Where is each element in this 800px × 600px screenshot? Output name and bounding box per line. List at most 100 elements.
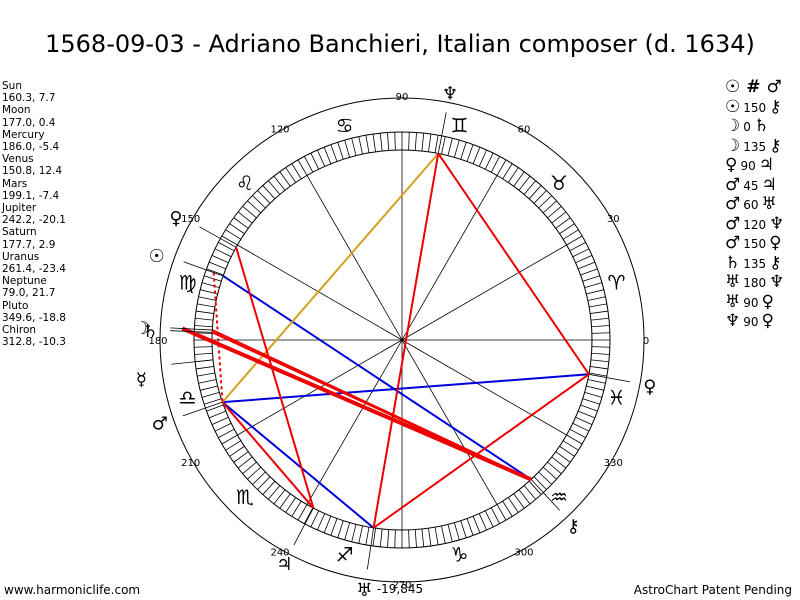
planet-value-chiron: 312.8, -10.3 [2, 336, 66, 349]
degree-tick [194, 325, 213, 328]
aspect-row: ♂ 45 ♃ [725, 174, 784, 196]
degree-tick [379, 528, 383, 547]
mars-icon: ♂ [725, 174, 741, 195]
aspect-row: ♂ 150 ♀ [725, 234, 784, 254]
planet-marker-line [183, 261, 224, 277]
aspect-angle: 150 [743, 100, 767, 115]
degree-tick [578, 261, 596, 270]
degree-tick [204, 275, 222, 282]
degree-tick [589, 372, 607, 377]
degree-label: 90 [396, 92, 409, 103]
degree-tick [337, 520, 344, 538]
parallel-line-sun-mars [212, 272, 224, 403]
mercury-icon: ☿ [136, 369, 147, 390]
degree-tick [297, 504, 308, 521]
degree-tick [478, 513, 487, 531]
degree-tick [200, 385, 218, 391]
planet-value-sun: 160.3, 7.7 [2, 92, 56, 105]
mars-icon: ♂ [725, 194, 741, 214]
degree-tick [447, 524, 453, 542]
degree-tick [582, 398, 600, 405]
degree-tick [317, 149, 326, 167]
aspect-line-mars-jupiter [221, 401, 315, 509]
aspect-row: ♅ 90 ♀ [725, 292, 784, 313]
planet-value-neptune: 79.0, 21.7 [2, 287, 56, 300]
degree-tick [273, 489, 286, 505]
degree-tick [523, 485, 537, 500]
degree-tick [267, 485, 281, 500]
degree-tick [496, 504, 507, 521]
degree-tick [551, 211, 567, 224]
chart-title: 1568-09-03 - Adriano Banchieri, Italian … [45, 30, 755, 58]
degree-tick [472, 146, 481, 164]
aspect-line-mars-uranus [221, 401, 375, 529]
degree-tick [434, 527, 439, 545]
degree-tick [394, 132, 396, 151]
aspect-row: ☉ 150 ⚷ [725, 96, 784, 118]
aspect-line-venus-jupiter [235, 247, 315, 509]
aspect-line-sun-chiron [222, 275, 532, 481]
chiron-icon: ⚷ [769, 252, 782, 273]
degree-tick [528, 185, 542, 200]
degree-tick [528, 480, 542, 495]
degree-tick [562, 229, 579, 240]
degree-tick [542, 466, 557, 480]
degree-tick [591, 325, 610, 328]
saturn-icon: ♄ [725, 252, 741, 273]
degree-tick [484, 510, 494, 528]
mars-icon: ♂ [725, 213, 741, 234]
degree-tick [358, 136, 363, 155]
sign-cancer-icon: ♋ [336, 114, 354, 138]
degree-tick [214, 248, 232, 258]
aspect-angle: 135 [743, 139, 767, 154]
degree-tick [572, 248, 590, 258]
degree-tick [211, 416, 229, 425]
degree-tick [198, 379, 217, 384]
degree-tick [555, 217, 571, 229]
sign-taurus-icon: ♉ [550, 171, 568, 195]
degree-tick [273, 175, 286, 191]
planet-value-mercury: 186.0, -5.4 [2, 141, 60, 154]
degree-tick [267, 180, 281, 195]
degree-tick [587, 296, 606, 301]
degree-tick [547, 461, 562, 475]
degree-tick [466, 518, 474, 536]
degree-tick [533, 476, 547, 490]
sign-virgo-icon: ♍ [179, 271, 197, 295]
degree-tick [344, 522, 351, 541]
planet-value-jupiter: 242.2, -20.1 [2, 214, 66, 227]
chiron-icon: ⚷ [769, 96, 782, 117]
neptune-icon: ♆ [769, 272, 785, 292]
degree-tick [472, 516, 481, 534]
planet-value-mars: 199.1, -7.4 [2, 189, 60, 202]
degree-tick [206, 404, 224, 412]
wheel-degree-labels: 0 30 60 90 120 150 180 210 240 270 300 330 [148, 92, 649, 591]
aspect-line-moon-chiron-thick [181, 326, 532, 482]
uranus-icon: ♅ [761, 194, 777, 214]
wheel-signs: ♈ ♉ ♊ ♋ ♌ ♍ ♎ ♏ ♐ ♑ ♒ ♓ [179, 114, 626, 567]
degree-tick [555, 451, 571, 463]
sign-capricorn-icon: ♑ [450, 542, 468, 566]
degree-tick [229, 445, 245, 457]
degree-tick [194, 352, 213, 355]
aspect-row: ♀ 90 ♃ [725, 156, 784, 176]
degree-tick [591, 352, 610, 355]
aspect-row: ♄ 135 ⚷ [725, 252, 784, 274]
neptune-icon: ♆ [769, 213, 785, 234]
venus-icon: ♀ [169, 208, 182, 229]
aspect-angle: 0 [743, 120, 751, 134]
degree-tick [453, 522, 460, 541]
degree-tick [297, 159, 308, 176]
chiron-icon: ⚷ [567, 516, 580, 537]
degree-label: 30 [607, 214, 620, 225]
aspect-angle: 180 [743, 276, 767, 290]
degree-tick [195, 366, 214, 370]
degree-tick [538, 195, 552, 209]
degree-tick [225, 440, 242, 451]
degree-label: 330 [604, 458, 623, 469]
website-link[interactable]: www.harmoniclife.com [4, 583, 141, 597]
degree-tick [421, 528, 425, 547]
planet-value-moon: 177.0, 0.4 [2, 116, 56, 129]
degree-tick [351, 524, 357, 542]
degree-tick [372, 528, 376, 547]
